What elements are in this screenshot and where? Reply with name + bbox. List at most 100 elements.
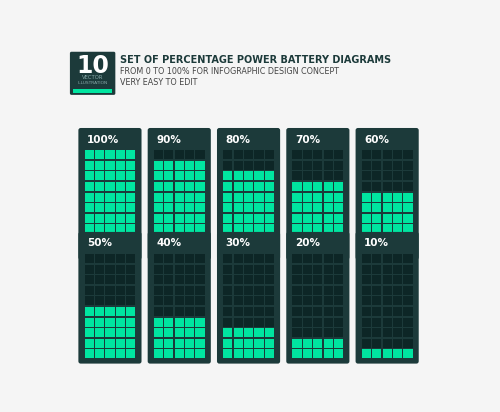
Bar (164, 203, 173, 212)
Bar (116, 224, 125, 233)
Bar (362, 245, 371, 254)
Bar (126, 182, 136, 191)
Bar (84, 254, 94, 263)
Bar (334, 245, 344, 254)
Bar (292, 318, 302, 327)
Bar (106, 265, 114, 274)
Bar (174, 213, 184, 222)
Bar (116, 235, 125, 244)
Bar (196, 213, 204, 222)
Bar (292, 349, 302, 358)
Bar (334, 339, 344, 348)
Bar (95, 297, 104, 305)
Bar (106, 192, 114, 201)
Bar (382, 161, 392, 170)
FancyBboxPatch shape (148, 232, 211, 364)
Bar (126, 318, 136, 327)
Bar (116, 328, 125, 337)
Bar (244, 150, 253, 159)
Bar (154, 349, 163, 358)
Bar (303, 203, 312, 212)
Bar (292, 224, 302, 233)
Bar (185, 245, 194, 254)
Bar (84, 307, 94, 316)
Bar (116, 182, 125, 191)
Bar (264, 192, 274, 201)
Bar (223, 339, 232, 348)
Bar (313, 171, 322, 180)
Bar (164, 245, 173, 254)
Bar (313, 286, 322, 295)
Bar (95, 192, 104, 201)
Bar (313, 235, 322, 244)
Bar (292, 171, 302, 180)
Bar (324, 235, 333, 244)
Bar (404, 286, 412, 295)
Bar (303, 349, 312, 358)
Bar (324, 254, 333, 263)
Bar (126, 171, 136, 180)
Bar (313, 275, 322, 284)
Bar (362, 328, 371, 337)
Bar (334, 297, 344, 305)
Bar (126, 328, 136, 337)
Bar (372, 224, 382, 233)
Bar (292, 286, 302, 295)
Bar (126, 307, 136, 316)
Bar (404, 254, 412, 263)
Bar (372, 235, 382, 244)
Bar (154, 297, 163, 305)
Bar (264, 318, 274, 327)
Bar (393, 349, 402, 358)
Text: 40%: 40% (156, 239, 182, 248)
Text: FROM 0 TO 100% FOR INFOGRAPHIC DESIGN CONCEPT: FROM 0 TO 100% FOR INFOGRAPHIC DESIGN CO… (120, 67, 339, 76)
Bar (196, 203, 204, 212)
Bar (95, 254, 104, 263)
Bar (372, 265, 382, 274)
Bar (393, 213, 402, 222)
Bar (382, 192, 392, 201)
Text: 10%: 10% (364, 239, 389, 248)
Bar (116, 171, 125, 180)
Bar (313, 224, 322, 233)
Bar (154, 245, 163, 254)
Bar (324, 318, 333, 327)
Bar (223, 203, 232, 212)
Bar (334, 224, 344, 233)
Bar (303, 161, 312, 170)
Bar (404, 245, 412, 254)
Bar (334, 307, 344, 316)
Bar (254, 203, 264, 212)
Bar (362, 192, 371, 201)
Bar (174, 339, 184, 348)
Text: 10: 10 (76, 54, 109, 78)
Bar (292, 150, 302, 159)
Bar (244, 275, 253, 284)
Bar (174, 254, 184, 263)
Bar (303, 318, 312, 327)
Bar (174, 182, 184, 191)
Bar (223, 161, 232, 170)
Bar (154, 161, 163, 170)
Bar (313, 192, 322, 201)
Bar (223, 328, 232, 337)
Bar (234, 265, 243, 274)
Bar (84, 235, 94, 244)
Bar (223, 349, 232, 358)
Bar (154, 192, 163, 201)
Bar (244, 182, 253, 191)
Bar (393, 297, 402, 305)
Bar (154, 328, 163, 337)
Bar (324, 182, 333, 191)
Text: VECTOR: VECTOR (82, 75, 104, 80)
Bar (382, 349, 392, 358)
Bar (174, 203, 184, 212)
Bar (185, 339, 194, 348)
Bar (334, 161, 344, 170)
Bar (84, 182, 94, 191)
Bar (324, 171, 333, 180)
Bar (73, 89, 112, 93)
Bar (372, 203, 382, 212)
Bar (324, 297, 333, 305)
FancyBboxPatch shape (148, 128, 211, 260)
